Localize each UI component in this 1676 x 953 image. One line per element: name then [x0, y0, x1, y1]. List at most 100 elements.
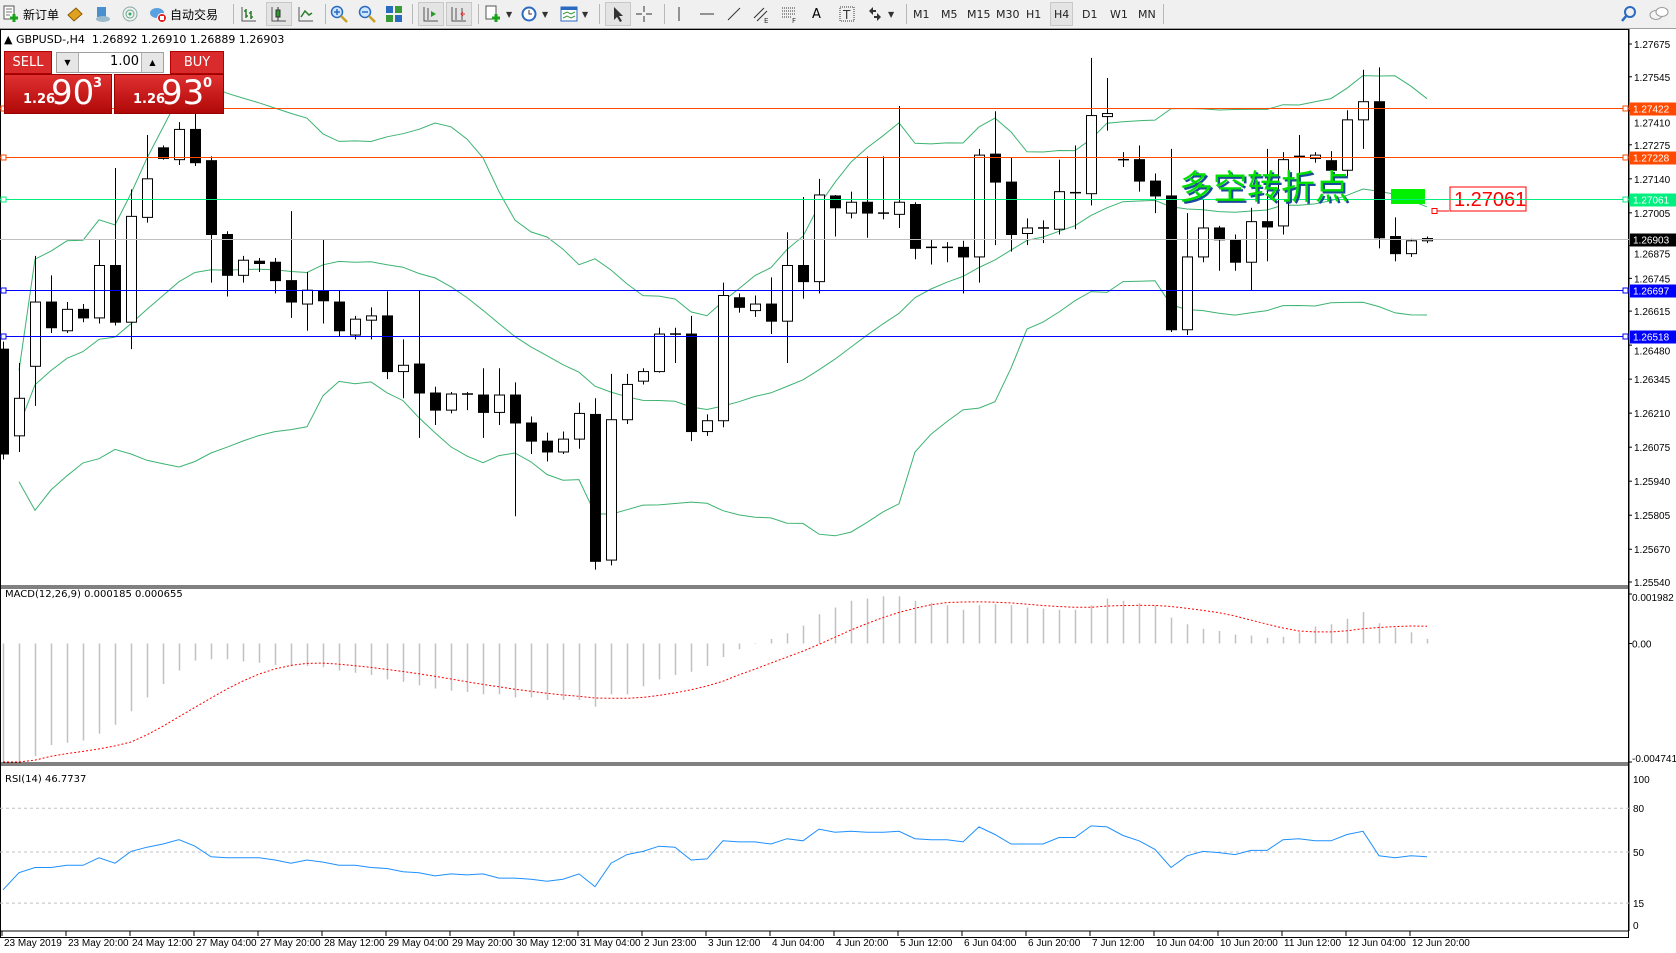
line-handle[interactable]	[0, 154, 7, 161]
timeframe-h4[interactable]: H4	[1050, 2, 1074, 26]
cursor-button[interactable]	[605, 2, 631, 26]
candle-bear[interactable]	[1390, 236, 1401, 255]
candle-bull[interactable]	[702, 420, 713, 433]
vertical-line-button[interactable]	[670, 3, 688, 25]
candle-bull[interactable]	[1182, 256, 1193, 331]
candle-bull[interactable]	[174, 128, 185, 161]
candle-bear[interactable]	[1214, 227, 1225, 241]
timeframe-m1[interactable]: M1	[913, 3, 930, 25]
candle-bear[interactable]	[78, 308, 89, 319]
trendline-button[interactable]	[725, 3, 743, 25]
candle-bear[interactable]	[158, 147, 169, 159]
candle-bear[interactable]	[862, 201, 873, 214]
line-handle[interactable]	[1622, 287, 1629, 294]
candle-bull[interactable]	[558, 438, 569, 453]
chat-button[interactable]	[1648, 3, 1670, 25]
candle-bear[interactable]	[430, 392, 441, 411]
candle-bear[interactable]	[510, 394, 521, 424]
lot-decrease-button[interactable]: ▼	[57, 53, 79, 72]
timeframe-d1[interactable]: D1	[1082, 3, 1097, 25]
buy-price-box[interactable]: 1.26 93 0	[114, 73, 224, 114]
navigator-button[interactable]	[94, 3, 112, 25]
candle-bull[interactable]	[1022, 227, 1033, 234]
equidistant-channel-button[interactable]: E	[752, 3, 770, 25]
candle-bear[interactable]	[590, 413, 601, 562]
indicators-button[interactable]: ▼	[484, 3, 512, 25]
crosshair-button[interactable]	[635, 3, 653, 25]
candle-bull[interactable]	[1358, 101, 1369, 121]
line-handle[interactable]	[1622, 154, 1629, 161]
candle-bull[interactable]	[974, 154, 985, 258]
templates-button[interactable]: ▼	[560, 3, 588, 25]
candle-bear[interactable]	[478, 394, 489, 413]
candle-bull[interactable]	[350, 318, 361, 336]
new-order-button[interactable]: 新订单	[2, 3, 59, 25]
candle-bear[interactable]	[1230, 239, 1241, 263]
timeframe-h1[interactable]: H1	[1026, 3, 1041, 25]
candle-bear[interactable]	[206, 160, 217, 236]
candle-bear[interactable]	[1326, 160, 1337, 171]
candle-bull[interactable]	[142, 178, 153, 218]
lot-increase-button[interactable]: ▲	[141, 53, 163, 72]
candlestick-button[interactable]	[266, 2, 292, 26]
candle-bear[interactable]	[990, 153, 1001, 183]
signals-button[interactable]	[121, 3, 139, 25]
horizontal-line-button[interactable]	[698, 3, 716, 25]
macd-panel-separator[interactable]	[0, 585, 1629, 589]
arrows-button[interactable]: ▼	[866, 3, 894, 25]
candle-bull[interactable]	[398, 364, 409, 373]
candle-bull[interactable]	[606, 419, 617, 561]
line-handle[interactable]	[0, 196, 7, 203]
candle-bull[interactable]	[1246, 221, 1257, 263]
candle-bear[interactable]	[686, 333, 697, 433]
candle-bull[interactable]	[894, 201, 905, 215]
candle-bull[interactable]	[718, 294, 729, 422]
candle-bear[interactable]	[46, 301, 57, 329]
zoom-in-button[interactable]	[330, 3, 348, 25]
timeframe-w1[interactable]: W1	[1110, 3, 1128, 25]
candle-bear[interactable]	[958, 246, 969, 258]
candle-bear[interactable]	[1262, 221, 1273, 228]
candle-bull[interactable]	[446, 393, 457, 411]
candle-bull[interactable]	[654, 333, 665, 373]
candle-bull[interactable]	[1102, 113, 1113, 118]
candle-bull[interactable]	[126, 215, 137, 323]
candle-bear[interactable]	[1006, 181, 1017, 236]
green-zone-marker[interactable]	[1391, 189, 1425, 204]
candle-bear[interactable]	[270, 261, 281, 282]
candle-bear[interactable]	[414, 363, 425, 394]
zoom-out-button[interactable]	[358, 3, 376, 25]
candle-bull[interactable]	[30, 301, 41, 367]
candle-bull[interactable]	[622, 383, 633, 421]
candle-bear[interactable]	[334, 301, 345, 332]
timeframe-m15[interactable]: M15	[967, 3, 991, 25]
candle-bear[interactable]	[798, 264, 809, 283]
candle-bear[interactable]	[222, 234, 233, 276]
candle-bull[interactable]	[782, 264, 793, 322]
candle-bear[interactable]	[110, 264, 121, 323]
bar-chart-button[interactable]	[240, 3, 258, 25]
candle-bull[interactable]	[750, 303, 761, 312]
candle-bear[interactable]	[286, 280, 297, 303]
collapse-triangle-icon[interactable]: ▲	[4, 33, 13, 46]
candle-bear[interactable]	[542, 440, 553, 453]
candle-bull[interactable]	[1054, 191, 1065, 230]
candle-bull[interactable]	[574, 412, 585, 440]
sell-button[interactable]: SELL	[4, 51, 52, 74]
candle-bull[interactable]	[62, 308, 73, 332]
candle-bull[interactable]	[1406, 240, 1417, 255]
candle-bull[interactable]	[14, 397, 25, 437]
candle-bear[interactable]	[1166, 195, 1177, 331]
candle-bull[interactable]	[94, 264, 105, 319]
candle-bear[interactable]	[830, 195, 841, 209]
price-label-anchor[interactable]	[1431, 208, 1438, 214]
candle-bull[interactable]	[302, 289, 313, 305]
chart-window[interactable]: 0.001982 0.00 -0.004741 100 80 50 15 0 1.27675 1.…	[0, 29, 1676, 953]
auto-trading-button[interactable]: 自动交易	[149, 3, 218, 25]
market-watch-button[interactable]	[66, 3, 84, 25]
text-button[interactable]: A	[812, 3, 821, 25]
candle-bull[interactable]	[814, 194, 825, 283]
line-handle[interactable]	[1622, 105, 1629, 112]
chart-shift-button[interactable]	[418, 2, 444, 26]
line-handle[interactable]	[0, 287, 7, 294]
